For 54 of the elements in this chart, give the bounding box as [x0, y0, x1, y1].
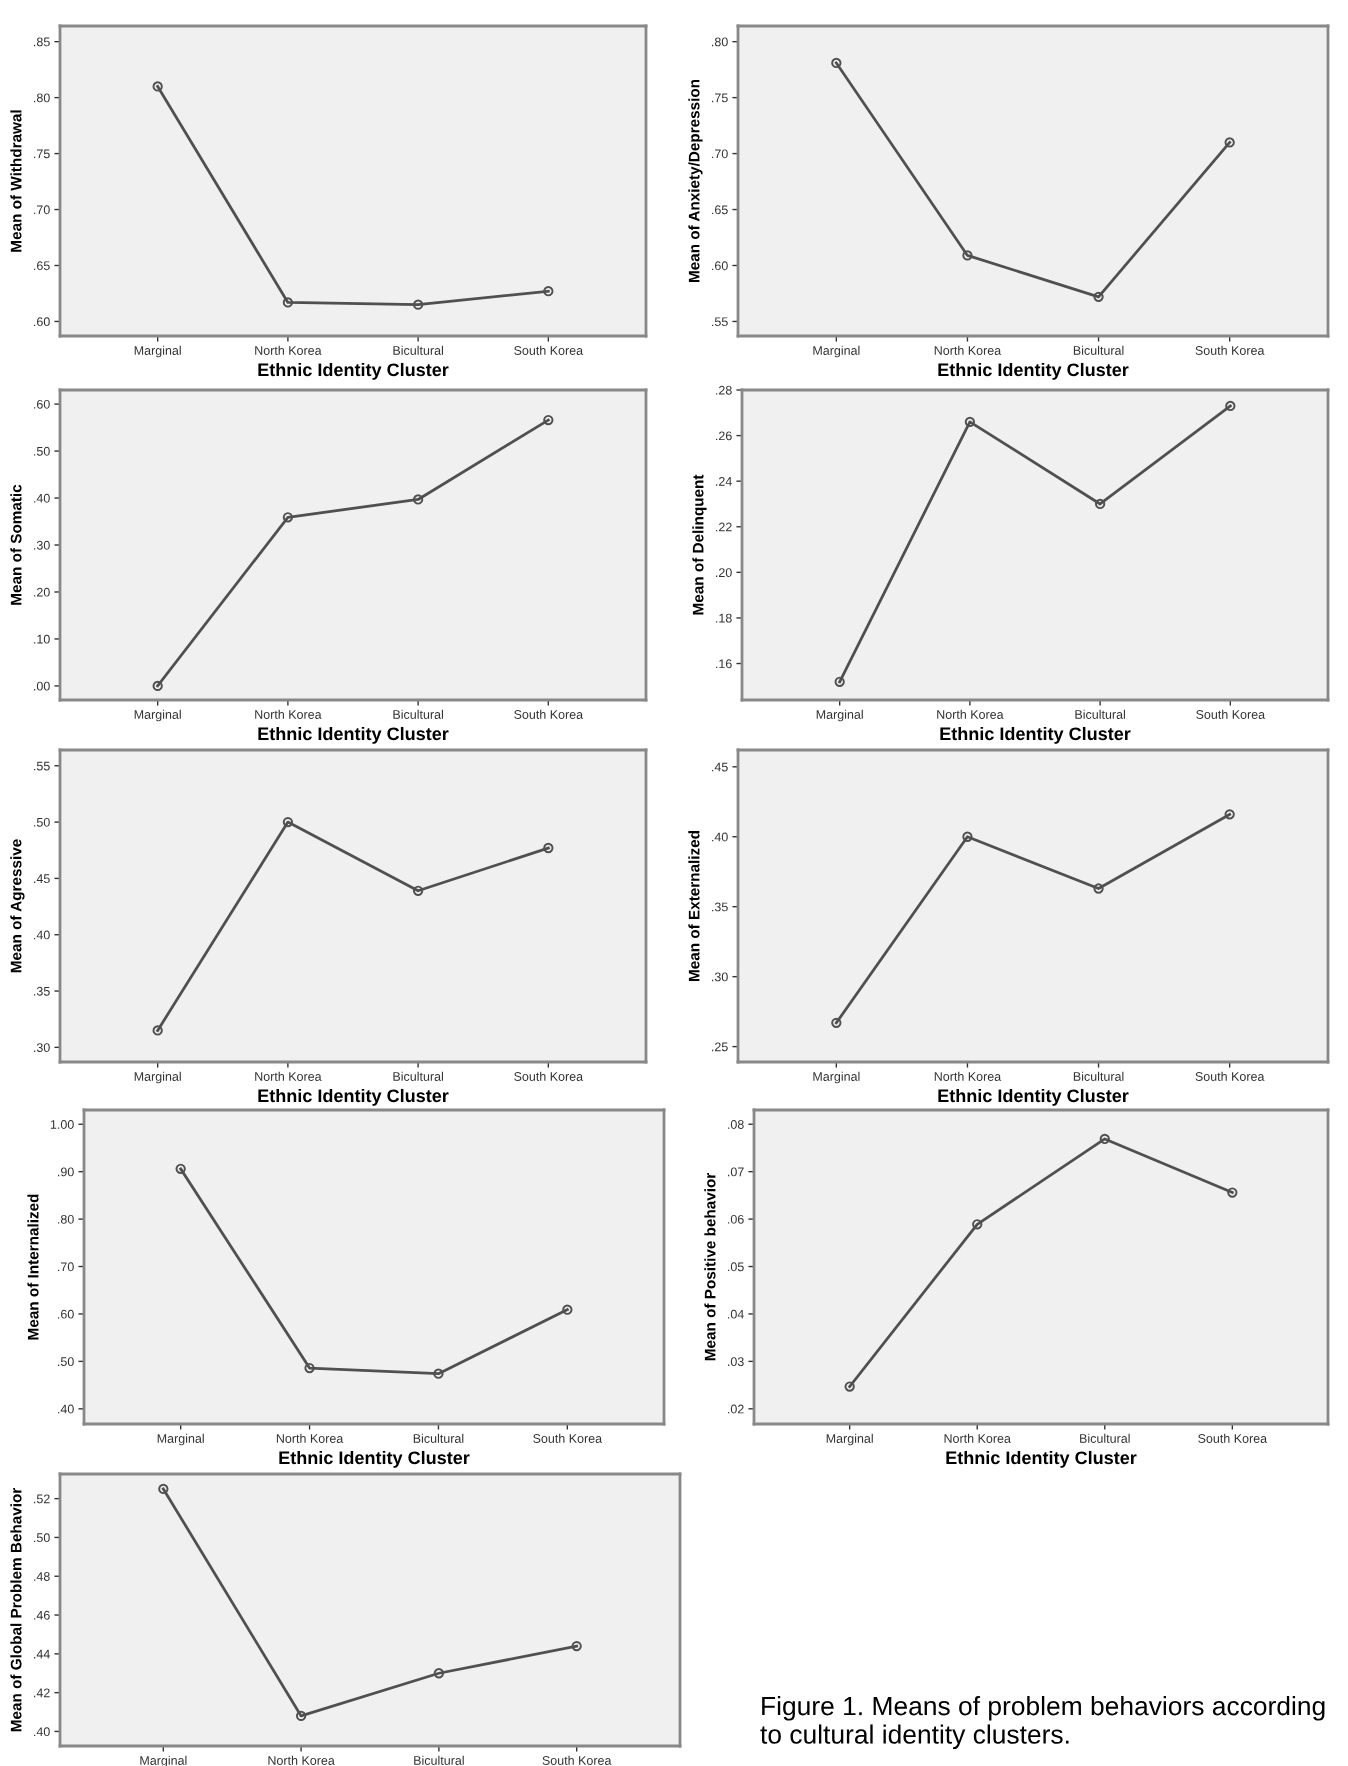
point	[304, 1362, 315, 1374]
line-series	[152, 816, 554, 1036]
point	[1227, 1187, 1238, 1198]
point	[962, 250, 973, 261]
caption: Figure 1. Means of problem behaviors according to cultural identity clusters.	[760, 1696, 1325, 1750]
line-series	[158, 1483, 582, 1722]
point	[158, 1483, 169, 1495]
point	[433, 1368, 444, 1379]
x-axis-title: Ethnic Identity Cluster	[258, 362, 449, 380]
point	[571, 1640, 582, 1652]
x-axis-title: Ethnic Identity Cluster	[938, 362, 1129, 380]
point	[543, 842, 554, 854]
point	[412, 494, 424, 505]
point	[1099, 1133, 1110, 1145]
x-axis-title: Ethnic Identity Cluster	[258, 1088, 449, 1106]
point	[1224, 809, 1235, 820]
line-series	[175, 1163, 573, 1379]
point	[175, 1163, 186, 1174]
x-axis-title: Ethnic Identity Cluster	[258, 726, 449, 744]
point	[831, 1017, 842, 1028]
point	[831, 57, 842, 69]
line-series	[831, 57, 1235, 302]
point	[1224, 137, 1235, 148]
point	[282, 297, 294, 308]
x-axis-title: Ethnic Identity Cluster	[938, 1088, 1129, 1106]
point	[543, 414, 554, 426]
point	[964, 416, 976, 428]
point	[1093, 291, 1104, 302]
point	[152, 81, 163, 92]
point	[412, 299, 424, 310]
x-axis-title: Ethnic Identity Cluster	[946, 1450, 1137, 1468]
point	[282, 512, 294, 523]
point	[282, 816, 294, 828]
line-series	[152, 414, 554, 692]
point	[844, 1381, 855, 1392]
point	[433, 1668, 445, 1679]
point	[1093, 883, 1104, 894]
point	[152, 680, 163, 692]
point	[962, 831, 973, 842]
line-series	[831, 809, 1235, 1028]
point	[543, 286, 554, 297]
point	[152, 1025, 163, 1036]
line-series	[152, 81, 554, 310]
line-series	[834, 400, 1236, 687]
point	[1225, 400, 1236, 412]
point	[834, 676, 845, 687]
x-axis-title: Ethnic Identity Cluster	[279, 1450, 470, 1468]
point	[972, 1219, 983, 1230]
point	[412, 885, 424, 896]
line-series	[844, 1133, 1238, 1392]
x-axis-title: Ethnic Identity Cluster	[940, 726, 1131, 744]
point	[1094, 498, 1106, 510]
point	[295, 1710, 307, 1722]
point	[562, 1304, 573, 1315]
